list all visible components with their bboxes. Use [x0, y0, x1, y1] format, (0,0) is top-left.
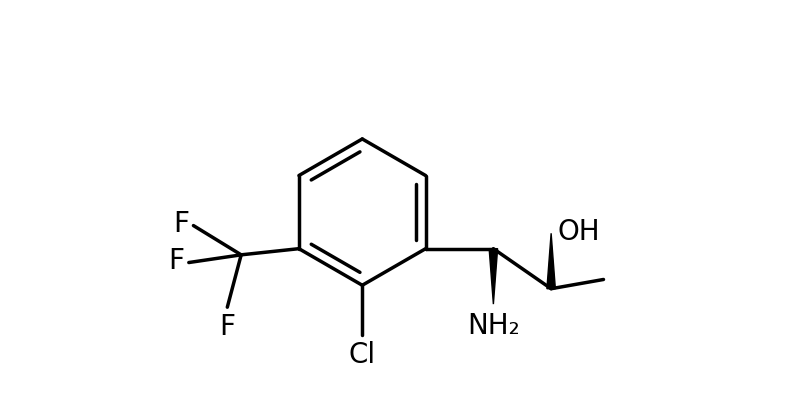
Polygon shape	[489, 249, 497, 304]
Text: Cl: Cl	[349, 341, 376, 370]
Text: F: F	[168, 247, 184, 275]
Text: F: F	[173, 210, 189, 238]
Text: OH: OH	[557, 218, 600, 246]
Polygon shape	[547, 233, 556, 289]
Text: NH₂: NH₂	[467, 312, 520, 340]
Text: F: F	[219, 313, 236, 341]
